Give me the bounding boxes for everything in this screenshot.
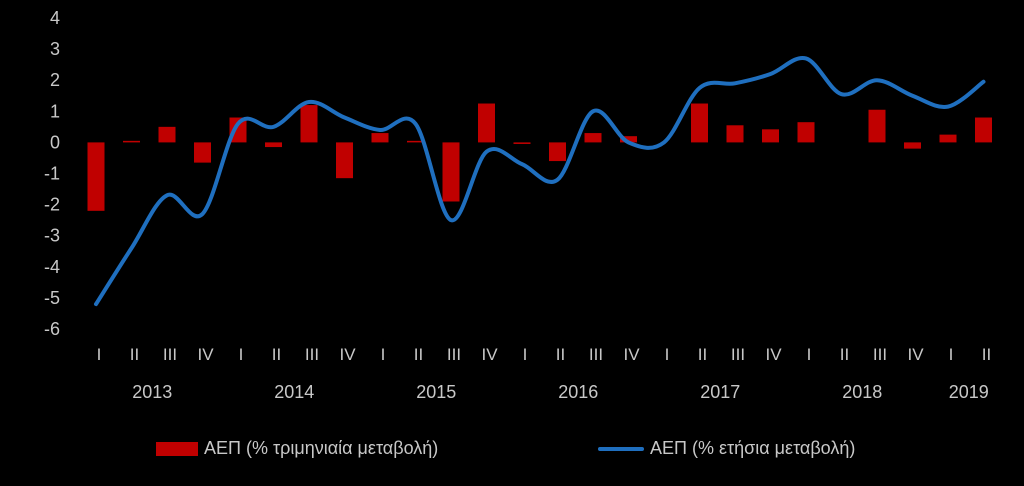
year-label: 2016 [558,382,598,402]
y-tick-label: -2 [44,195,60,215]
bar [691,103,708,143]
bar [87,142,105,211]
bar [265,142,282,148]
y-tick-label: 3 [50,39,60,59]
bar-series [87,103,992,211]
y-axis: 4 3 2 1 0 -1 -2 -3 -4 -5 -6 [44,8,1000,339]
x-axis: I II III IV I II III IV I II III IV I II III IV I II III IV… [97,345,992,402]
quarter-label: III [163,345,177,364]
bar [194,142,211,163]
quarter-label: I [807,345,812,364]
legend-bar-swatch [156,441,198,456]
quarter-label: III [305,345,319,364]
quarter-label: I [949,345,954,364]
quarter-label: I [523,345,528,364]
y-tick-label: 0 [50,132,60,152]
legend-line-swatch [598,446,644,451]
year-label: 2014 [274,382,314,402]
bar [549,142,566,162]
y-tick-label: -5 [44,288,60,308]
y-tick-label: 4 [50,8,60,28]
bar [478,103,495,143]
y-tick-label: 1 [50,101,60,121]
y-tick-label: -3 [44,226,60,246]
bar [407,140,424,143]
bar [513,142,531,144]
quarter-label: IV [197,345,214,364]
quarter-label: IV [623,345,640,364]
bar [726,125,744,143]
bar [868,109,886,143]
quarter-label: III [447,345,461,364]
quarter-label: III [873,345,887,364]
bar [762,129,779,143]
year-label: 2015 [416,382,456,402]
line-series [94,55,986,307]
bar [797,122,815,143]
bar [904,142,921,149]
year-label: 2017 [700,382,740,402]
quarter-label: II [556,345,565,364]
quarter-label: I [665,345,670,364]
quarter-label: IV [481,345,498,364]
quarter-label: II [982,345,991,364]
bar [620,136,637,143]
quarter-label: II [272,345,281,364]
y-tick-label: -1 [44,164,60,184]
quarter-label: I [381,345,386,364]
legend-bar-label: ΑΕΠ (% τριμηνιαία μεταβολή) [204,438,439,458]
bar [123,140,140,143]
year-label: 2018 [842,382,882,402]
y-tick-label: -6 [44,319,60,339]
y-tick-label: -4 [44,257,60,277]
line-path [94,55,986,307]
bar [158,126,176,143]
quarter-label: IV [907,345,924,364]
quarter-label: III [589,345,603,364]
quarter-label: III [731,345,745,364]
quarter-label: II [414,345,423,364]
y-tick-label: 2 [50,70,60,90]
bar [300,105,318,143]
bar [584,133,602,143]
quarter-label: I [239,345,244,364]
year-label: 2013 [132,382,172,402]
legend-line-label: ΑΕΠ (% ετήσια μεταβολή) [650,438,856,458]
quarter-label: IV [765,345,782,364]
bar [939,134,957,143]
bar [336,142,353,179]
bar [442,142,460,202]
bar [975,117,992,143]
quarter-label: II [698,345,707,364]
bar [371,133,389,143]
quarter-label: II [130,345,139,364]
quarter-label: IV [339,345,356,364]
quarter-label: II [840,345,849,364]
year-label: 2019 [949,382,989,402]
legend-item-line: ΑΕΠ (% ετήσια μεταβολή) [598,438,855,459]
quarter-label: I [97,345,102,364]
legend-item-bar: ΑΕΠ (% τριμηνιαία μεταβολή) [156,438,438,459]
